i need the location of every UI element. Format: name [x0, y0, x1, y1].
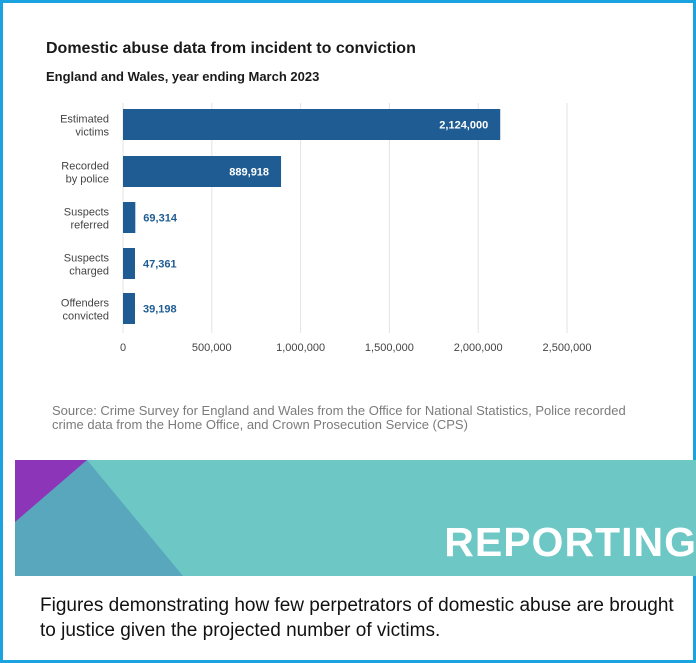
bar-chart: 0 500,000 1,000,000 1,500,000 2,000,000 2,500…: [60, 103, 592, 354]
chart-title: Domestic abuse data from incident to con…: [46, 40, 416, 57]
data-label: 39,198: [143, 304, 177, 316]
data-label: 47,361: [143, 259, 177, 271]
chart-subtitle: England and Wales, year ending March 202…: [46, 69, 320, 84]
x-tick-label: 500,000: [192, 342, 232, 354]
x-tick-label: 2,000,000: [454, 342, 503, 354]
data-label: 69,314: [143, 213, 178, 225]
banner-label: REPORTING: [444, 519, 696, 565]
category-label: Suspects charged: [64, 253, 110, 278]
x-tick-label: 1,000,000: [276, 342, 325, 354]
category-label: Offenders convicted: [61, 298, 110, 323]
bar: [123, 109, 501, 140]
banner-graphic: [15, 460, 696, 576]
banner-blue-shape: [15, 460, 183, 576]
x-tick-label: 2,500,000: [543, 342, 592, 354]
data-label: 2,124,000: [439, 120, 488, 132]
figure-caption: Figures demonstrating how few perpetrato…: [40, 595, 674, 641]
category-label: Recorded by police: [61, 161, 109, 186]
x-tick-label: 1,500,000: [365, 342, 414, 354]
reporting-banner: REPORTING: [15, 460, 696, 576]
category-label: Suspects referred: [64, 207, 110, 232]
bar: [123, 202, 136, 233]
data-label: 889,918: [229, 167, 269, 179]
banner-purple-shape: [15, 460, 87, 522]
category-label: Estimated victims: [60, 114, 109, 139]
chart-source: Source: Crime Survey for England and Wal…: [52, 403, 626, 432]
x-tick-label: 0: [120, 342, 126, 354]
bar: [123, 156, 282, 187]
bar: [123, 293, 135, 324]
bar: [123, 248, 135, 279]
